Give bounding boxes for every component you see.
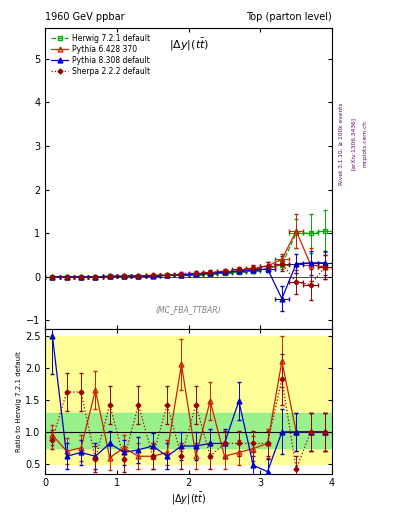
Y-axis label: Ratio to Herwig 7.2.1 default: Ratio to Herwig 7.2.1 default	[16, 351, 22, 452]
X-axis label: $|\Delta y|(t\bar{t})$: $|\Delta y|(t\bar{t})$	[171, 491, 206, 507]
Text: mcplots.cern.ch: mcplots.cern.ch	[362, 120, 367, 167]
Bar	[45, 335, 332, 464]
Text: $|\Delta y|(t\bar{t})$: $|\Delta y|(t\bar{t})$	[169, 37, 209, 53]
Text: 1960 GeV ppbar: 1960 GeV ppbar	[45, 11, 125, 22]
Text: (MC_FBA_TTBAR): (MC_FBA_TTBAR)	[156, 305, 221, 314]
Text: Top (parton level): Top (parton level)	[246, 11, 332, 22]
Legend: Herwig 7.2.1 default, Pythia 6.428 370, Pythia 8.308 default, Sherpa 2.2.2 defau: Herwig 7.2.1 default, Pythia 6.428 370, …	[49, 32, 152, 78]
Bar	[45, 413, 332, 448]
Text: [arXiv:1306.3436]: [arXiv:1306.3436]	[351, 117, 356, 170]
Text: Rivet 3.1.10, ≥ 100k events: Rivet 3.1.10, ≥ 100k events	[339, 102, 344, 185]
